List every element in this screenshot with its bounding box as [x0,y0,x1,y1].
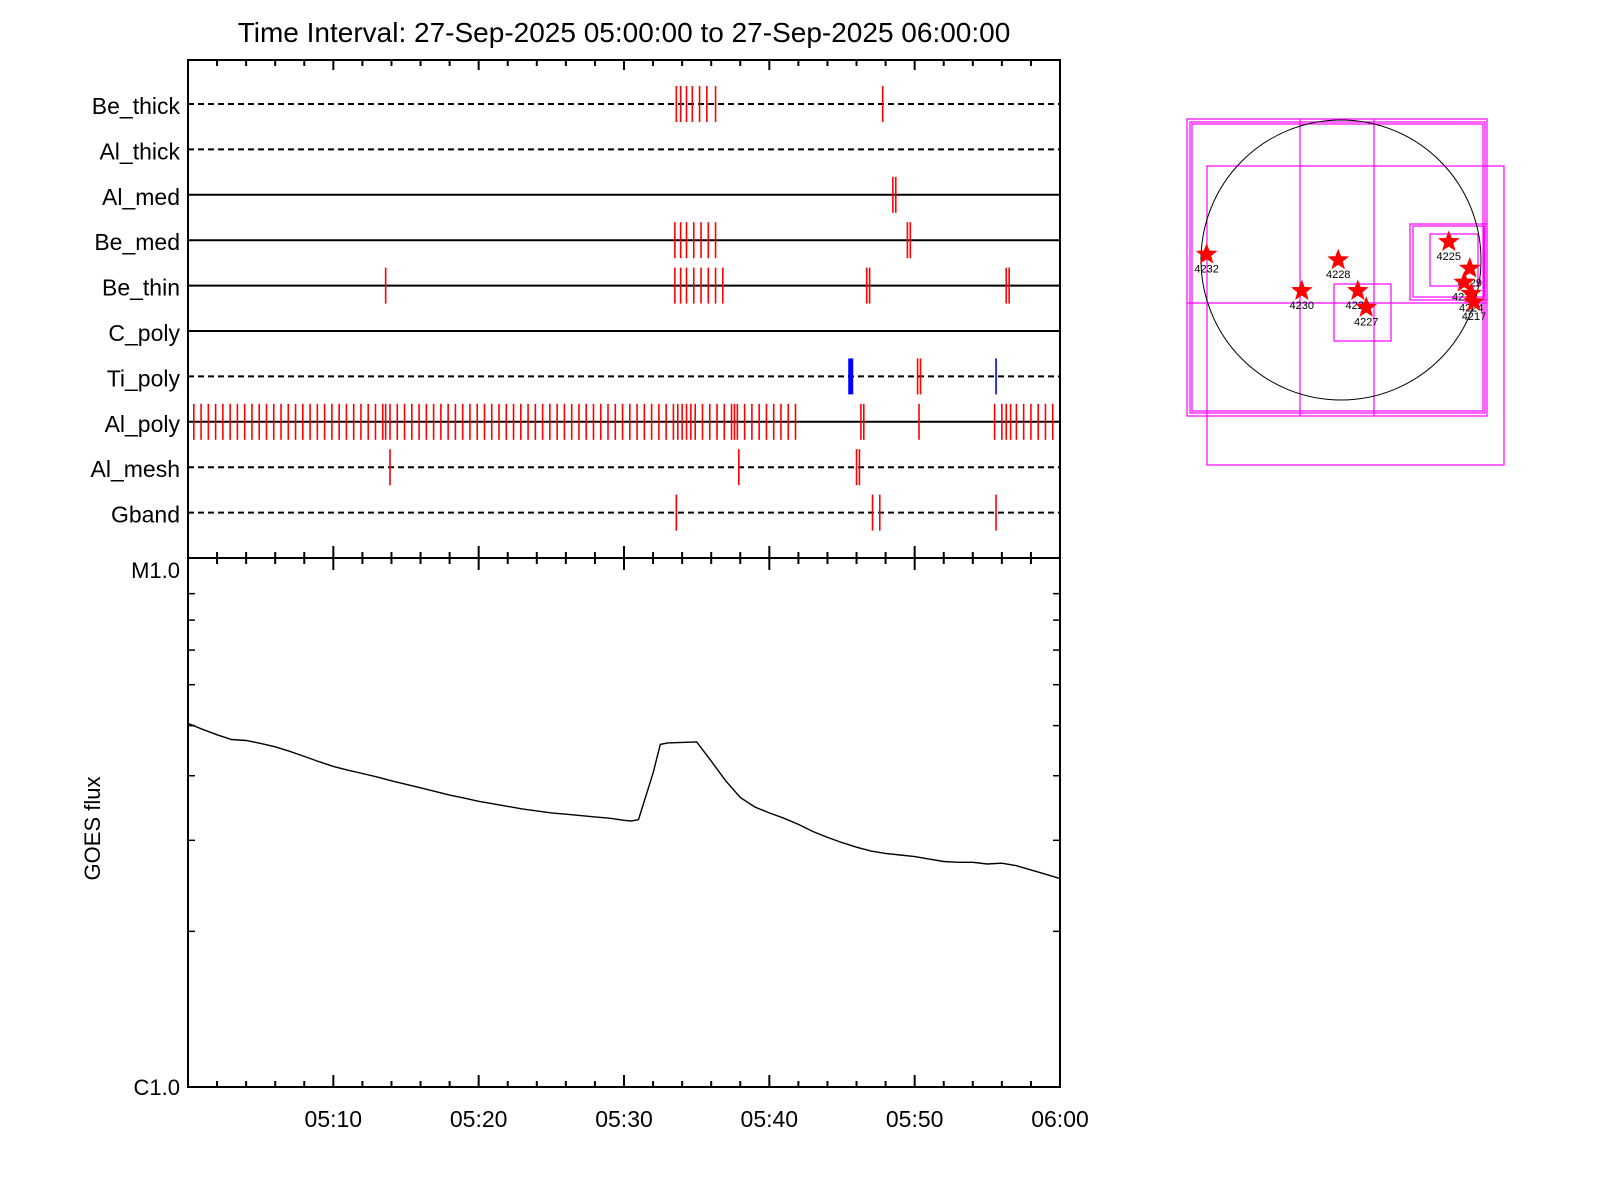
filter-label: Al_thick [99,138,180,164]
fov-box [1191,123,1484,412]
filter-label: Ti_poly [107,365,181,391]
chart-title: Time Interval: 27-Sep-2025 05:00:00 to 2… [238,17,1011,48]
x-tick-label: 05:40 [741,1106,799,1132]
y-tick-label: M1.0 [131,558,180,583]
active-region-star [1346,279,1369,301]
filter-label: Al_mesh [91,456,180,482]
filter-panel: Be_thick Al_thick Al_med Be_med Be_thin C_pol… [91,59,1061,559]
sun-map: 4232422842304226422742254229423142244217 [1186,118,1505,466]
active-region-label: 4217 [1462,311,1486,323]
active-region-star [1453,270,1476,292]
active-region-star [1458,256,1481,278]
active-region-label: 4228 [1326,269,1350,281]
x-tick-label: 06:00 [1031,1106,1089,1132]
y-axis-label: GOES flux [80,777,105,881]
active-region-star [1437,230,1460,252]
filter-label: Be_thick [92,93,181,119]
active-region-label: 4230 [1290,300,1314,312]
filter-label: Gband [111,502,180,528]
filter-label: Al_poly [105,411,181,437]
goes-panel: 05:10 05:20 05:30 05:40 05:50 06:00 M1.0 C1.0 GO… [80,546,1089,1132]
filter-label: Be_thin [102,275,180,301]
fov-box [1409,223,1488,301]
filter-label: Be_med [94,229,180,255]
active-region-star [1195,242,1218,264]
active-region-star [1460,282,1483,303]
filter-label: C_poly [108,320,180,346]
x-tick-label: 05:30 [595,1106,653,1132]
fov-box [1189,121,1486,414]
active-region-star [1463,290,1485,312]
goes-flux-line [187,722,1061,880]
active-region-label: 4227 [1354,317,1378,329]
active-region-label: 4232 [1194,263,1218,275]
x-tick-label: 05:20 [450,1106,508,1132]
x-tick-label: 05:10 [305,1106,363,1132]
active-region-star [1290,279,1313,301]
goes-panel-frame [187,557,1061,1088]
fov-box [1206,165,1505,466]
active-region-label: 4225 [1437,251,1461,263]
active-region-star [1355,296,1378,317]
filter-label: Al_med [102,184,180,210]
fov-box [1412,225,1485,298]
x-tick-label: 05:50 [886,1106,944,1132]
y-tick-label: C1.0 [134,1075,180,1100]
fov-box [1429,233,1479,287]
fov-box [1333,283,1392,342]
active-region-star [1327,248,1350,270]
filter-panel-frame [187,59,1061,559]
